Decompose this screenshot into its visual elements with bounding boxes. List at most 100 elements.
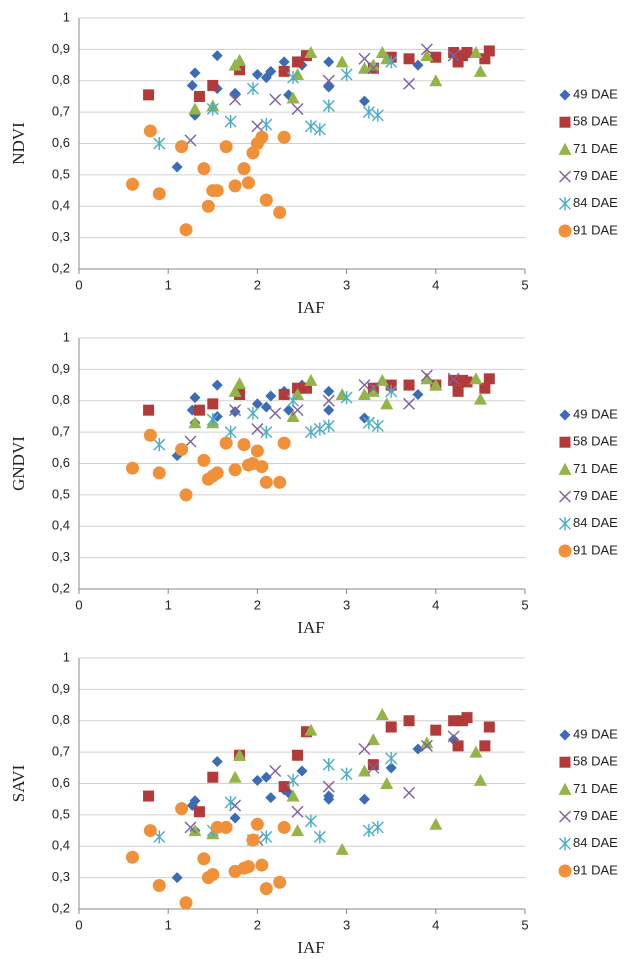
- x-tick-label: 4: [432, 277, 439, 292]
- y-tick-label: 0,6: [52, 455, 70, 470]
- point: [143, 790, 155, 802]
- point: [313, 830, 326, 844]
- point: [211, 756, 223, 768]
- point: [291, 387, 305, 400]
- point: [260, 401, 272, 413]
- point: [420, 49, 434, 62]
- point: [283, 404, 295, 416]
- point: [286, 91, 300, 104]
- point: [143, 824, 157, 838]
- point: [228, 770, 242, 783]
- point: [246, 82, 259, 96]
- point: [452, 385, 464, 397]
- point: [380, 397, 394, 410]
- point: [469, 372, 483, 385]
- point: [483, 721, 495, 733]
- point: [251, 398, 263, 410]
- point: [210, 184, 224, 198]
- legend-marker: [558, 782, 572, 795]
- point: [189, 392, 201, 404]
- point: [420, 372, 434, 385]
- point: [269, 764, 282, 777]
- point: [300, 726, 312, 738]
- legend-label: 58 DAE: [573, 754, 618, 769]
- point: [483, 373, 495, 385]
- point: [412, 743, 424, 755]
- legend-marker: [559, 517, 571, 531]
- point: [207, 398, 219, 410]
- point: [260, 118, 273, 132]
- point: [278, 56, 290, 68]
- point: [296, 765, 308, 777]
- y-tick-label: 0,3: [52, 229, 70, 244]
- point: [403, 715, 415, 727]
- point: [420, 369, 433, 382]
- legend-label: 79 DAE: [573, 168, 618, 183]
- point: [412, 59, 424, 71]
- point: [224, 115, 237, 129]
- point: [322, 394, 335, 407]
- point: [153, 137, 166, 150]
- legend-label: 84 DAE: [573, 515, 618, 530]
- x-tick-label: 1: [165, 917, 172, 932]
- point: [358, 742, 371, 755]
- point: [193, 90, 205, 102]
- point: [412, 388, 424, 400]
- y-tick-label: 0,2: [52, 580, 70, 595]
- point: [340, 67, 353, 81]
- y-tick-label: 0,5: [52, 166, 70, 181]
- point: [448, 715, 460, 727]
- point: [197, 852, 211, 866]
- point: [197, 453, 211, 467]
- point: [207, 771, 219, 783]
- point: [224, 795, 237, 809]
- point: [260, 830, 273, 844]
- point: [367, 759, 379, 771]
- point: [304, 119, 317, 133]
- point: [323, 404, 335, 416]
- point: [269, 407, 282, 420]
- point: [291, 805, 304, 818]
- point: [461, 376, 473, 388]
- point: [469, 46, 483, 59]
- point: [340, 767, 353, 781]
- point: [385, 762, 397, 774]
- legend-label: 71 DAE: [573, 781, 618, 796]
- x-tick-label: 1: [165, 597, 172, 612]
- point: [260, 425, 273, 439]
- point: [300, 382, 312, 394]
- point: [193, 806, 205, 818]
- point: [265, 390, 277, 402]
- point: [357, 61, 371, 74]
- point: [143, 124, 157, 138]
- point: [358, 379, 371, 392]
- y-tick-label: 0,7: [52, 104, 70, 119]
- point: [322, 758, 335, 772]
- point: [286, 409, 300, 422]
- y-tick-label: 0,3: [52, 869, 70, 884]
- point: [304, 46, 318, 59]
- point: [385, 55, 398, 69]
- point: [233, 376, 247, 389]
- point: [228, 179, 242, 193]
- x-axis-title: IAF: [297, 618, 324, 637]
- point: [304, 425, 317, 439]
- point: [385, 751, 398, 765]
- point: [429, 378, 443, 391]
- y-tick-label: 1: [63, 649, 70, 664]
- legend-marker: [558, 142, 572, 155]
- point: [335, 55, 349, 68]
- point: [291, 404, 304, 417]
- point: [175, 442, 189, 456]
- point: [255, 858, 269, 872]
- point: [269, 93, 282, 106]
- point: [473, 773, 487, 786]
- x-tick-label: 2: [254, 917, 261, 932]
- point: [179, 223, 193, 237]
- point: [277, 820, 291, 834]
- point: [260, 771, 272, 783]
- point: [233, 53, 247, 66]
- point: [186, 79, 198, 91]
